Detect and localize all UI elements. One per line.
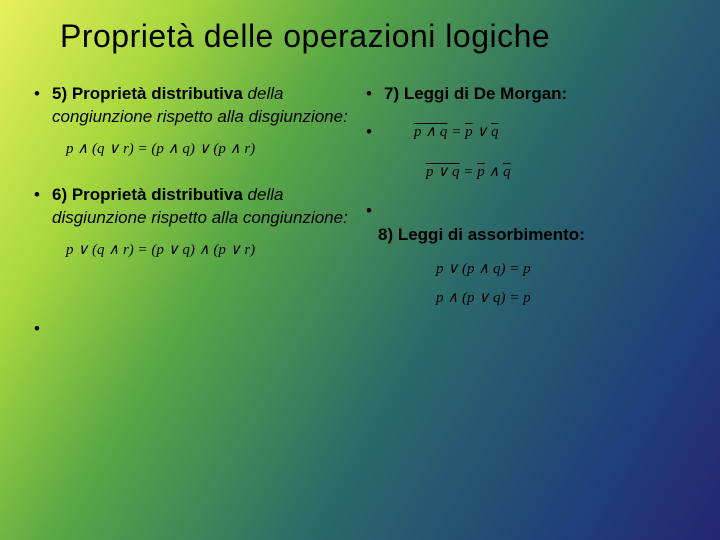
bullet-dot: • [34, 184, 52, 207]
bullet-8-row: • [366, 201, 686, 221]
bullet-6: • 6) Proprietà distributiva della disgiu… [34, 184, 354, 230]
bullet-dot: • [34, 83, 52, 106]
bullet-8-text: 8) Leggi di assorbimento: [378, 225, 686, 245]
bullet-5-bold: 5) Proprietà distributiva [52, 84, 243, 103]
formula-6: p ∨ (q ∧ r) = (p ∨ q) ∧ (p ∨ r) [34, 240, 354, 259]
bullet-dot: • [34, 319, 40, 339]
f7a-eq: = [447, 124, 465, 140]
formula-8a: p ∨ (p ∧ q) = p [436, 259, 686, 278]
f7b-lhs: p ∨ q [426, 164, 459, 180]
bullet-7-text: 7) Leggi di De Morgan: [384, 83, 686, 106]
bullet-dot: • [366, 201, 372, 221]
bullet-7: • 7) Leggi di De Morgan: [366, 83, 686, 106]
slide-title: Proprietà delle operazioni logiche [0, 0, 720, 55]
formula-7b: p ∨ q = p ∧ q [426, 162, 686, 181]
f7a-r2: q [491, 124, 499, 140]
bullet-dot: • [366, 122, 372, 142]
f7a-lhs: p ∧ q [414, 124, 447, 140]
f7a-or: ∨ [473, 124, 491, 140]
right-column: • 7) Leggi di De Morgan: • p ∧ q = p ∨ q… [360, 83, 692, 339]
content-columns: • 5) Proprietà distributiva della congiu… [0, 55, 720, 339]
empty-bullet-r1: • p ∧ q = p ∨ q [366, 122, 686, 142]
f7b-r2: q [503, 164, 511, 180]
formula-5: p ∧ (q ∨ r) = (p ∧ q) ∨ (p ∧ r) [34, 139, 354, 158]
bullet-5-text: 5) Proprietà distributiva della congiunz… [52, 83, 354, 129]
bullet-6-text: 6) Proprietà distributiva della disgiunz… [52, 184, 354, 230]
formula-7a: p ∧ q = p ∨ q [414, 122, 499, 142]
f7b-and: ∧ [485, 164, 503, 180]
bullet-5: • 5) Proprietà distributiva della congiu… [34, 83, 354, 129]
f7a-r1: p [465, 124, 473, 140]
slide: Proprietà delle operazioni logiche • 5) … [0, 0, 720, 540]
empty-bullet-left: • [34, 319, 354, 339]
bullet-6-bold: 6) Proprietà distributiva [52, 185, 243, 204]
f7b-eq: = [459, 164, 477, 180]
bullet-dot: • [366, 83, 384, 106]
left-column: • 5) Proprietà distributiva della congiu… [28, 83, 360, 339]
f7b-r1: p [477, 164, 485, 180]
formula-8b: p ∧ (p ∨ q) = p [436, 288, 686, 307]
